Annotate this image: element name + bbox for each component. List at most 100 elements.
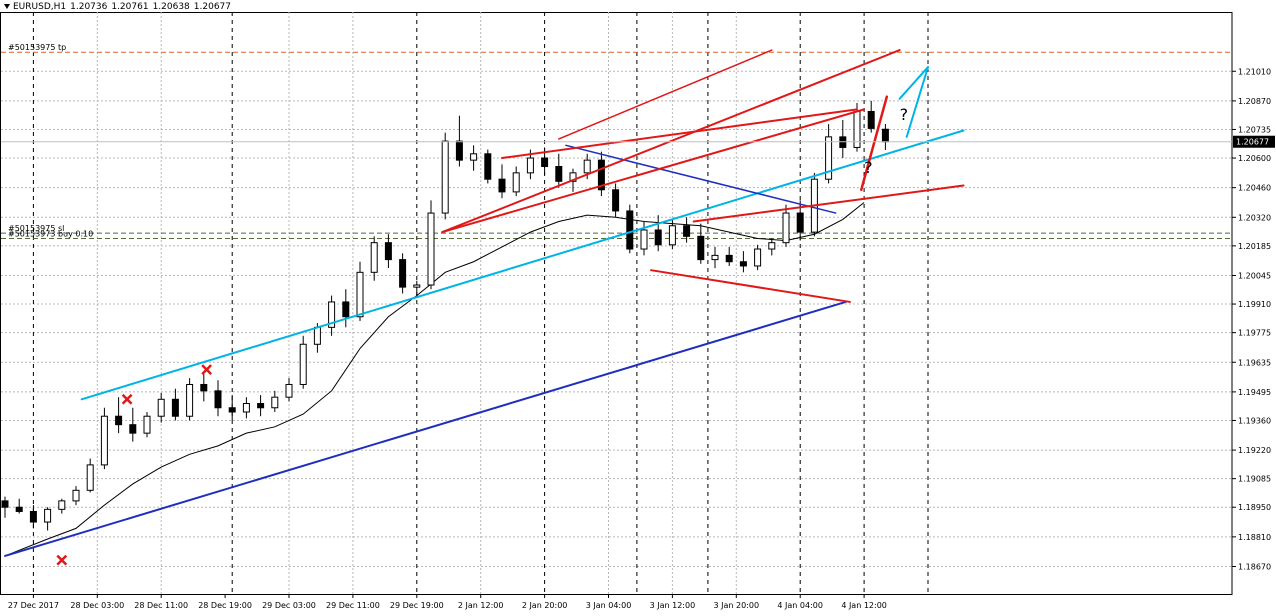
candle-body <box>214 390 222 409</box>
candle <box>725 246 733 266</box>
candle <box>498 164 506 199</box>
x-tick-label: 28 Dec 03:00 <box>70 601 124 610</box>
trendline <box>441 108 866 234</box>
candle-body <box>44 508 52 523</box>
candle-body <box>58 500 66 510</box>
candle <box>228 395 236 421</box>
candle-body <box>299 343 307 385</box>
candle-body <box>683 225 691 237</box>
candle-body <box>597 159 605 191</box>
candle <box>754 244 762 271</box>
candle <box>58 498 66 514</box>
dropdown-triangle-icon[interactable] <box>4 4 10 9</box>
candle-body <box>455 140 463 161</box>
y-tick-label: 1.20870 <box>1238 97 1271 106</box>
candle-body <box>640 229 648 250</box>
trendline <box>650 269 851 303</box>
candle <box>697 223 705 264</box>
candle <box>186 378 194 421</box>
candle-body <box>470 153 478 161</box>
plot-frame <box>0 12 1233 595</box>
candle <box>668 219 676 250</box>
candle-body <box>526 157 534 174</box>
open-value: 1.20736 <box>70 2 108 12</box>
candle <box>441 132 449 220</box>
candle-body <box>569 172 577 182</box>
candle-body <box>583 159 591 174</box>
y-tick-label: 1.19085 <box>1238 475 1271 484</box>
candle-body <box>200 383 208 392</box>
candle <box>356 261 364 321</box>
trendline <box>860 95 889 192</box>
candle <box>739 251 747 273</box>
candle-body <box>143 415 151 434</box>
order-level-label: #50153975 tp <box>8 43 66 52</box>
candle <box>399 253 407 294</box>
candle-body <box>654 229 662 246</box>
y-tick-label: 1.20320 <box>1238 213 1271 222</box>
candle-body <box>384 242 392 261</box>
y-tick-label: 1.19910 <box>1238 300 1271 309</box>
candle <box>612 183 620 218</box>
candle-body <box>867 110 875 129</box>
candle <box>384 234 392 269</box>
candle-body <box>512 172 520 193</box>
candle <box>29 505 37 529</box>
x-tick-label: 4 Jan 12:00 <box>841 601 887 610</box>
candle <box>143 411 151 438</box>
candle-body <box>1 500 9 508</box>
x-tick-label: 28 Dec 19:00 <box>198 601 252 610</box>
candle-body <box>328 301 336 328</box>
candle <box>427 200 435 290</box>
candle <box>214 380 222 417</box>
trendline <box>692 184 965 223</box>
candle-body <box>228 407 236 413</box>
cross-stroke <box>56 554 68 566</box>
y-tick-label: 1.18670 <box>1238 562 1271 571</box>
candle-body <box>186 383 194 417</box>
candle <box>129 407 137 442</box>
candle-body <box>697 235 705 261</box>
y-tick-label: 1.19220 <box>1238 446 1271 455</box>
candle <box>257 395 265 417</box>
low-value: 1.20638 <box>152 2 190 12</box>
cross-marker-icon <box>201 364 213 376</box>
candle <box>342 289 350 328</box>
candle-body <box>370 242 378 273</box>
x-tick-label: 4 Jan 04:00 <box>777 601 823 610</box>
candle-body <box>754 248 762 267</box>
candle <box>597 151 605 197</box>
candle-body <box>555 165 563 182</box>
candle <box>1 496 9 518</box>
y-tick-label: 1.19495 <box>1238 388 1271 397</box>
candle <box>455 115 463 167</box>
question-annotation: ? <box>900 105 909 124</box>
candle-body <box>626 210 634 250</box>
candle <box>626 204 634 254</box>
candle <box>683 217 691 243</box>
candle-body <box>157 398 165 417</box>
candle <box>157 392 165 423</box>
y-tick-label: 1.19635 <box>1238 358 1271 367</box>
candle <box>711 246 719 269</box>
x-tick-label: 3 Jan 04:00 <box>586 601 632 610</box>
candle <box>299 335 307 389</box>
symbol-label: EURUSD,H1 <box>13 2 67 12</box>
y-tick-label: 1.19360 <box>1238 416 1271 425</box>
cross-stroke <box>201 364 213 376</box>
candle-body <box>242 403 250 413</box>
candle <box>15 498 23 514</box>
candle-body <box>15 506 23 512</box>
candle-body <box>413 284 421 288</box>
cross-marker-icon <box>121 393 133 405</box>
candle <box>825 124 833 184</box>
trendline <box>501 108 858 160</box>
candle <box>782 204 790 247</box>
candle-body <box>782 212 790 244</box>
y-tick-label: 1.20185 <box>1238 242 1271 251</box>
x-tick-label: 3 Jan 12:00 <box>650 601 696 610</box>
candle <box>44 507 52 531</box>
candle-body <box>72 489 80 502</box>
